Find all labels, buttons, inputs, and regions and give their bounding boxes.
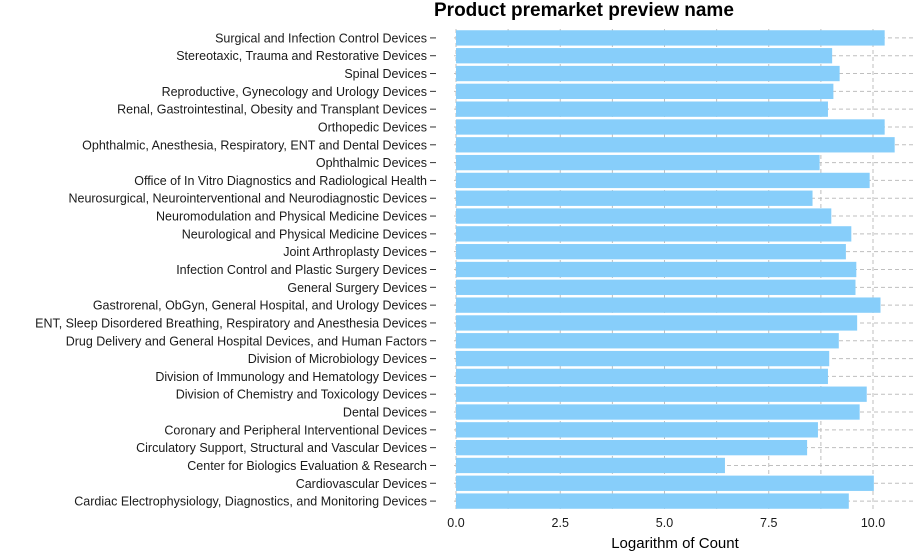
category-label: Infection Control and Plastic Surgery De…: [176, 263, 427, 277]
bar: [456, 439, 808, 456]
bar: [456, 315, 858, 331]
category-label: Surgical and Infection Control Devices: [215, 31, 427, 45]
category-label: Center for Biologics Evaluation & Resear…: [187, 459, 427, 473]
category-label: Coronary and Peripheral Interventional D…: [164, 423, 427, 437]
category-label: Renal, Gastrointestinal, Obesity and Tra…: [117, 103, 427, 117]
category-label: Division of Microbiology Devices: [248, 352, 427, 366]
bar: [456, 422, 818, 438]
category-label: Neurosurgical, Neurointerventional and N…: [68, 192, 427, 206]
bar: [456, 404, 860, 420]
bar: [456, 368, 828, 385]
category-label: Cardiac Electrophysiology, Diagnostics, …: [74, 495, 427, 509]
category-label: Orthopedic Devices: [318, 120, 427, 134]
category-label-layer: Surgical and Infection Control Devices St…: [35, 31, 436, 509]
category-label: Stereotaxic, Trauma and Restorative Devi…: [176, 49, 427, 63]
bar: [456, 83, 834, 100]
category-label: Drug Delivery and General Hospital Devic…: [66, 334, 427, 348]
category-label: ENT, Sleep Disordered Breathing, Respira…: [35, 316, 427, 330]
bar: [456, 261, 857, 278]
bar: [456, 333, 839, 349]
bar: [456, 190, 813, 206]
x-tick-layer: 0.0 2.5 5.0 7.5 10.0: [447, 516, 885, 530]
category-label: Division of Chemistry and Toxicology Dev…: [176, 388, 427, 402]
bar: [456, 279, 856, 295]
x-tick-label: 2.5: [552, 516, 569, 530]
x-axis-title: Logarithm of Count: [611, 535, 739, 552]
bar: [456, 154, 820, 171]
bar: [456, 101, 828, 117]
bar: [456, 457, 725, 474]
category-label: Reproductive, Gynecology and Urology Dev…: [162, 85, 427, 99]
category-label: Neuromodulation and Physical Medicine De…: [156, 210, 427, 224]
bar: [456, 386, 867, 402]
bar: [456, 208, 832, 224]
bar: [456, 244, 846, 260]
category-label: General Surgery Devices: [287, 281, 427, 295]
category-label: Joint Arthroplasty Devices: [283, 245, 427, 259]
bar: [456, 30, 885, 46]
category-label: Dental Devices: [343, 406, 427, 420]
category-label: Cardiovascular Devices: [296, 477, 427, 491]
category-label: Gastrorenal, ObGyn, General Hospital, an…: [93, 299, 427, 313]
bar: [456, 297, 881, 313]
bar: [456, 48, 833, 64]
bar: [456, 137, 895, 153]
bar: [456, 350, 830, 367]
category-label: Office of In Vitro Diagnostics and Radio…: [134, 174, 427, 188]
bar: [456, 226, 852, 242]
bar: [456, 172, 870, 189]
x-tick-label: 0.0: [447, 516, 464, 530]
x-tick-label: 5.0: [656, 516, 673, 530]
category-label: Division of Immunology and Hematology De…: [155, 370, 427, 384]
bar: [456, 475, 874, 491]
category-label: Circulatory Support, Structural and Vasc…: [136, 441, 427, 455]
category-label: Ophthalmic, Anesthesia, Respiratory, ENT…: [82, 138, 427, 152]
x-tick-label: 7.5: [760, 516, 777, 530]
bar: [456, 119, 885, 135]
category-label: Neurological and Physical Medicine Devic…: [182, 227, 427, 241]
bar-layer: [456, 30, 895, 509]
category-label: Ophthalmic Devices: [316, 156, 427, 170]
bar: [456, 65, 840, 82]
bar: [456, 493, 849, 509]
category-label: Spinal Devices: [344, 67, 427, 81]
x-tick-label: 10.0: [861, 516, 885, 530]
chart-title: Product premarket preview name: [434, 0, 734, 21]
chart-title-container: Product premarket preview name: [0, 0, 918, 24]
